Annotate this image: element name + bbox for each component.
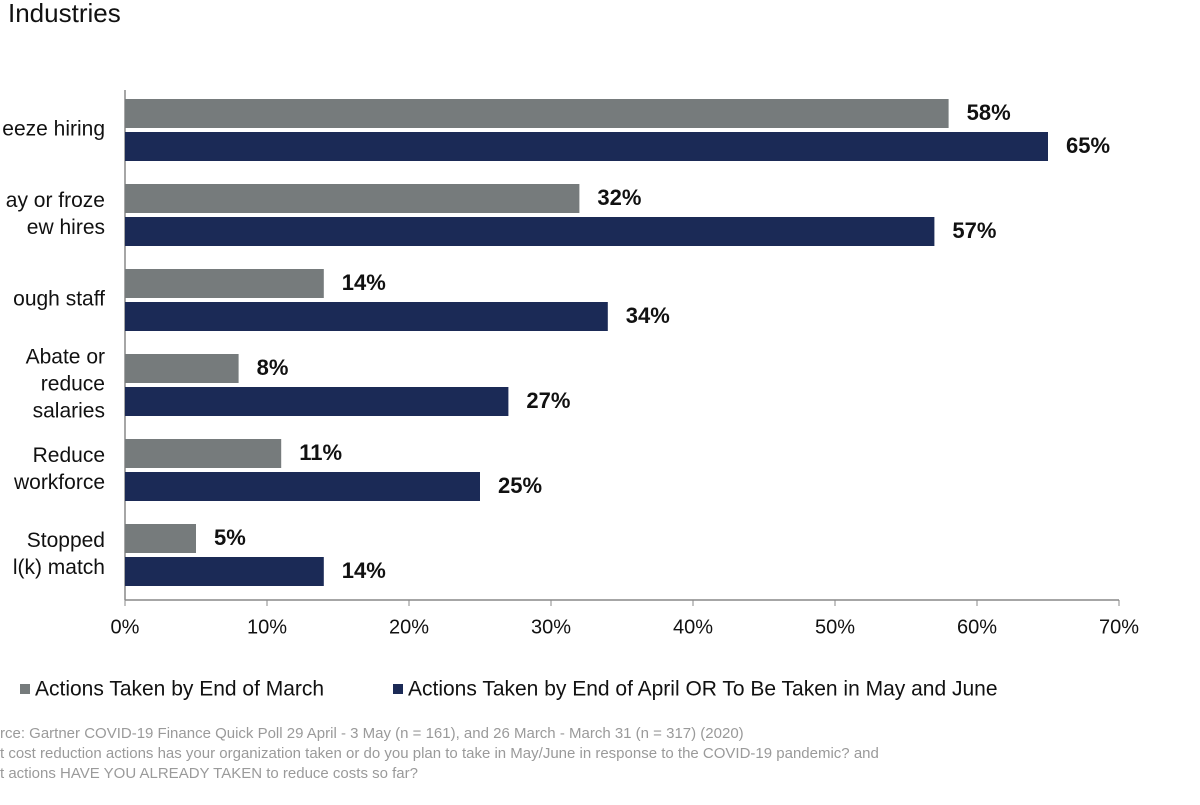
y-tick-label: ay or froze: [6, 189, 105, 212]
y-tick-label: l(k) match: [13, 556, 105, 579]
y-tick-label: ew hires: [27, 216, 105, 239]
y-tick-label: salaries: [33, 400, 105, 423]
footnote: rce: Gartner COVID-19 Finance Quick Poll…: [0, 725, 744, 742]
bar: [125, 354, 239, 383]
bar: [125, 132, 1048, 161]
value-label: 27%: [526, 388, 570, 413]
bar: [125, 184, 580, 213]
chart-title: Industries: [8, 0, 121, 28]
x-tick-label: 50%: [815, 616, 855, 638]
bar: [125, 472, 480, 501]
legend-label: Actions Taken by End of March: [35, 678, 324, 701]
value-label: 58%: [967, 100, 1011, 125]
x-tick-label: 60%: [957, 616, 997, 638]
bar: [125, 99, 949, 128]
value-label: 34%: [626, 303, 670, 328]
x-tick-label: 10%: [247, 616, 287, 638]
value-label: 32%: [597, 185, 641, 210]
legend-label: Actions Taken by End of April OR To Be T…: [408, 678, 998, 701]
bar: [125, 557, 324, 586]
x-tick-label: 20%: [389, 616, 429, 638]
footnote: t cost reduction actions has your organi…: [0, 745, 879, 762]
value-label: 14%: [342, 270, 386, 295]
bar: [125, 387, 509, 416]
value-label: 65%: [1066, 133, 1110, 158]
legend-swatch: [393, 684, 403, 694]
x-tick-label: 30%: [531, 616, 571, 638]
bar: [125, 217, 935, 246]
value-label: 14%: [342, 558, 386, 583]
bar: [125, 269, 324, 298]
x-tick-label: 40%: [673, 616, 713, 638]
bar: [125, 439, 282, 468]
value-label: 5%: [214, 525, 246, 550]
value-label: 57%: [952, 218, 996, 243]
y-tick-label: ough staff: [13, 288, 105, 311]
y-tick-label: reduce: [41, 373, 105, 396]
legend-swatch: [20, 684, 30, 694]
x-tick-label: 70%: [1099, 616, 1139, 638]
bar: [125, 524, 196, 553]
footnote: t actions HAVE YOU ALREADY TAKEN to redu…: [0, 765, 418, 782]
x-tick-label: 0%: [111, 616, 140, 638]
y-tick-label: workforce: [13, 471, 105, 494]
bar: [125, 302, 608, 331]
y-tick-label: Reduce: [33, 444, 105, 467]
value-label: 11%: [299, 440, 342, 465]
y-tick-label: Stopped: [27, 529, 105, 552]
y-tick-label: eeze hiring: [2, 118, 105, 141]
value-label: 25%: [498, 473, 542, 498]
value-label: 8%: [257, 355, 289, 380]
y-tick-label: Abate or: [26, 346, 105, 369]
